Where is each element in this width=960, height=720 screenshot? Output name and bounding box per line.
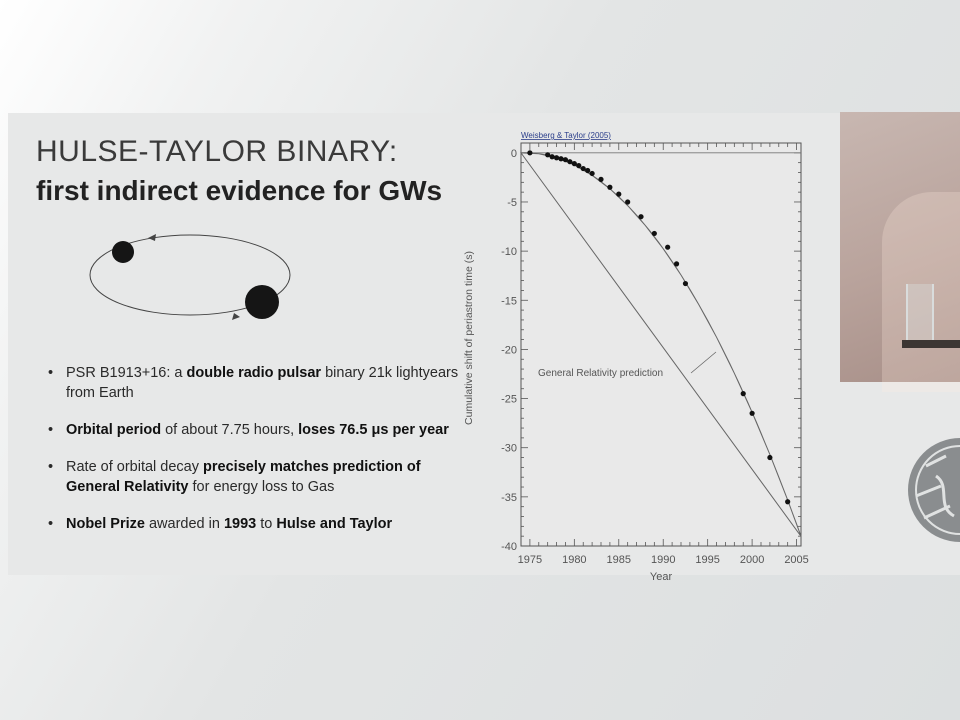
- chart-source-label: Weisberg & Taylor (2005): [521, 131, 611, 140]
- data-point: [585, 167, 591, 174]
- bullet-emphasis: precisely matches prediction of General …: [66, 459, 421, 495]
- data-point: [553, 155, 560, 161]
- bullet-item: Nobel Prize awarded in 1993 to Hulse and…: [48, 514, 468, 534]
- data-point: [567, 159, 573, 165]
- data-point: [767, 454, 773, 461]
- orbit-arrow-top: [148, 234, 156, 241]
- data-point: [549, 154, 555, 160]
- camera-background-arch: [882, 192, 960, 392]
- slide-subtitle: first indirect evidence for GWs: [36, 175, 443, 206]
- data-point: [749, 410, 755, 416]
- institution-logo-icon: [908, 438, 960, 542]
- data-point: [673, 261, 680, 267]
- data-point: [527, 150, 533, 156]
- gr-annotation-leader: [690, 351, 717, 374]
- x-tick-label: 1995: [695, 554, 719, 566]
- data-point: [562, 157, 569, 163]
- bullet-emphasis: 1993: [223, 516, 257, 532]
- data-point: [576, 163, 582, 169]
- data-point: [580, 165, 586, 172]
- x-tick-label: 2000: [740, 554, 764, 566]
- y-tick-label: -20: [501, 344, 517, 356]
- pulsar-large: [245, 285, 279, 319]
- y-tick-label: -10: [501, 246, 517, 258]
- data-point: [785, 499, 791, 505]
- data-point: [651, 230, 657, 237]
- data-point: [545, 152, 551, 158]
- binary-orbit-diagram: [89, 234, 291, 320]
- bullet-emphasis: Orbital period: [66, 422, 162, 438]
- data-point: [682, 280, 689, 287]
- data-point: [638, 214, 644, 220]
- speaker-camera-feed: [840, 112, 960, 392]
- bullet-emphasis: double radio pulsar: [186, 365, 322, 381]
- bullet-emphasis: loses 76.5 μs per year: [298, 422, 449, 438]
- y-tick-label: -5: [507, 197, 517, 209]
- y-tick-label: -30: [501, 443, 517, 455]
- camera-glass-object: [906, 284, 934, 344]
- bullet-item: PSR B1913+16: a double radio pulsar bina…: [48, 363, 468, 403]
- data-point: [607, 184, 613, 190]
- x-tick-label: 1975: [518, 554, 542, 566]
- x-tick-label: 1985: [607, 554, 631, 566]
- slide-title: HULSE-TAYLOR BINARY:: [36, 135, 398, 168]
- x-tick-label: 2005: [784, 554, 808, 566]
- gr-prediction-curve: [520, 152, 802, 537]
- y-tick-label: -40: [501, 541, 517, 553]
- bullet-item: Rate of orbital decay precisely matches …: [48, 457, 468, 497]
- data-point: [665, 244, 671, 250]
- x-tick-label: 1980: [562, 554, 586, 566]
- data-point: [558, 156, 564, 162]
- data-point: [571, 161, 577, 167]
- bullet-text: for energy loss to Gas: [188, 479, 335, 495]
- y-tick-label: -35: [501, 492, 517, 504]
- bullet-emphasis: Hulse and Taylor: [276, 516, 393, 532]
- data-point: [616, 191, 622, 197]
- data-point: [625, 199, 631, 205]
- data-point: [598, 176, 604, 182]
- data-point: [740, 391, 746, 397]
- orbit-path: [89, 234, 291, 316]
- y-axis-label: Cumulative shift of periastron time (s): [463, 251, 475, 425]
- data-point: [589, 170, 595, 177]
- y-tick-label: -15: [501, 295, 517, 307]
- bullet-text: to: [256, 516, 277, 532]
- bullet-text: binary 21k lightyears from Earth: [66, 365, 459, 401]
- bullet-text: Rate of orbital decay: [66, 459, 204, 475]
- y-tick-label: -25: [501, 394, 517, 406]
- y-tick-label: 0: [511, 148, 517, 160]
- pulsar-small: [112, 241, 134, 263]
- x-axis-label: Year: [650, 571, 673, 583]
- gr-annotation: General Relativity prediction: [538, 368, 663, 379]
- bullet-text: PSR B1913+16: a: [66, 365, 187, 381]
- x-tick-label: 1990: [651, 554, 675, 566]
- camera-shelf: [902, 340, 960, 348]
- periastron-shift-chart: Weisberg & Taylor (2005) 1975 1980 1985 199…: [463, 131, 809, 583]
- bullet-item: Orbital period of about 7.75 hours, lose…: [48, 420, 468, 440]
- orbit-arrow-bottom: [232, 313, 240, 320]
- bullet-emphasis: Nobel Prize: [66, 516, 145, 532]
- bullet-text: awarded in: [144, 516, 224, 532]
- bullet-list: PSR B1913+16: a double radio pulsar bina…: [48, 363, 468, 551]
- bullet-text: of about 7.75 hours,: [161, 422, 299, 438]
